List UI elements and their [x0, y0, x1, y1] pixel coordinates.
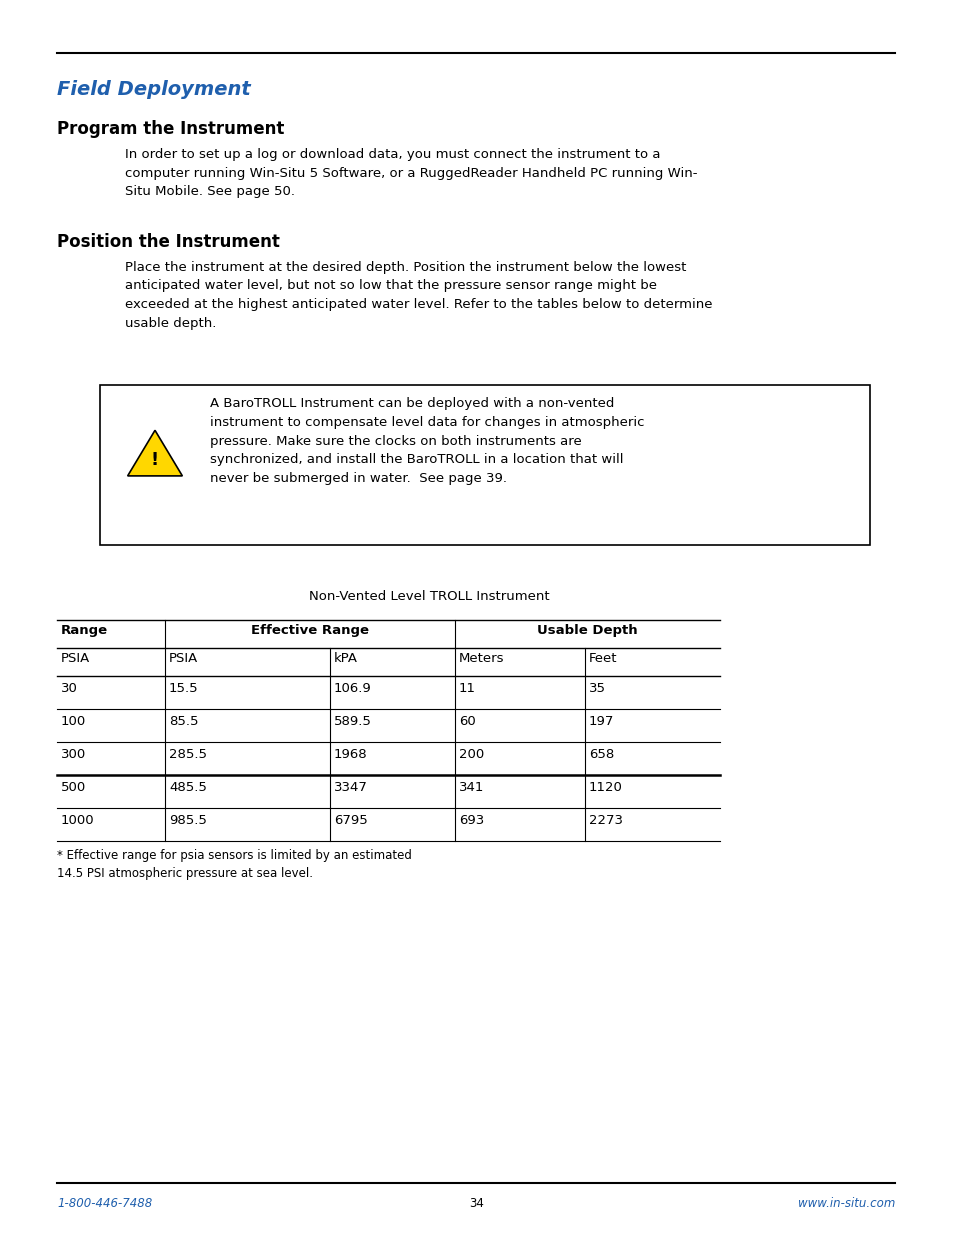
Text: 300: 300: [61, 748, 86, 761]
Text: * Effective range for psia sensors is limited by an estimated
14.5 PSI atmospher: * Effective range for psia sensors is li…: [57, 848, 412, 881]
Text: 35: 35: [588, 682, 605, 695]
Polygon shape: [128, 430, 182, 475]
Text: 1120: 1120: [588, 781, 622, 794]
Text: 2273: 2273: [588, 814, 622, 827]
Text: 341: 341: [458, 781, 484, 794]
Text: 485.5: 485.5: [169, 781, 207, 794]
Text: 200: 200: [458, 748, 484, 761]
Text: 985.5: 985.5: [169, 814, 207, 827]
Text: kPA: kPA: [334, 652, 357, 664]
Text: Place the instrument at the desired depth. Position the instrument below the low: Place the instrument at the desired dept…: [125, 261, 712, 330]
Text: 285.5: 285.5: [169, 748, 207, 761]
Text: 500: 500: [61, 781, 86, 794]
Text: Position the Instrument: Position the Instrument: [57, 233, 279, 251]
FancyBboxPatch shape: [100, 385, 869, 545]
Text: 34: 34: [469, 1197, 484, 1210]
Text: Effective Range: Effective Range: [251, 624, 369, 637]
Text: 1000: 1000: [61, 814, 94, 827]
Text: Meters: Meters: [458, 652, 504, 664]
Text: 658: 658: [588, 748, 614, 761]
Text: Non-Vented Level TROLL Instrument: Non-Vented Level TROLL Instrument: [309, 590, 549, 603]
Text: 197: 197: [588, 715, 614, 727]
Text: www.in-situ.com: www.in-situ.com: [797, 1197, 894, 1210]
Text: 693: 693: [458, 814, 484, 827]
Text: Field Deployment: Field Deployment: [57, 80, 251, 99]
Text: 85.5: 85.5: [169, 715, 198, 727]
Text: 1968: 1968: [334, 748, 367, 761]
Text: 106.9: 106.9: [334, 682, 372, 695]
Text: 589.5: 589.5: [334, 715, 372, 727]
Text: Usable Depth: Usable Depth: [537, 624, 638, 637]
Text: Program the Instrument: Program the Instrument: [57, 120, 284, 138]
Text: PSIA: PSIA: [169, 652, 198, 664]
Text: 100: 100: [61, 715, 86, 727]
Text: !: !: [151, 451, 159, 469]
Text: In order to set up a log or download data, you must connect the instrument to a
: In order to set up a log or download dat…: [125, 148, 697, 198]
Text: 3347: 3347: [334, 781, 368, 794]
Text: Range: Range: [61, 624, 108, 637]
Text: 6795: 6795: [334, 814, 367, 827]
Text: PSIA: PSIA: [61, 652, 91, 664]
Text: Feet: Feet: [588, 652, 617, 664]
Text: 11: 11: [458, 682, 476, 695]
Text: 60: 60: [458, 715, 476, 727]
Text: 1-800-446-7488: 1-800-446-7488: [57, 1197, 152, 1210]
Text: 30: 30: [61, 682, 78, 695]
Text: 15.5: 15.5: [169, 682, 198, 695]
Text: A BaroTROLL Instrument can be deployed with a non-vented
instrument to compensat: A BaroTROLL Instrument can be deployed w…: [210, 396, 644, 485]
